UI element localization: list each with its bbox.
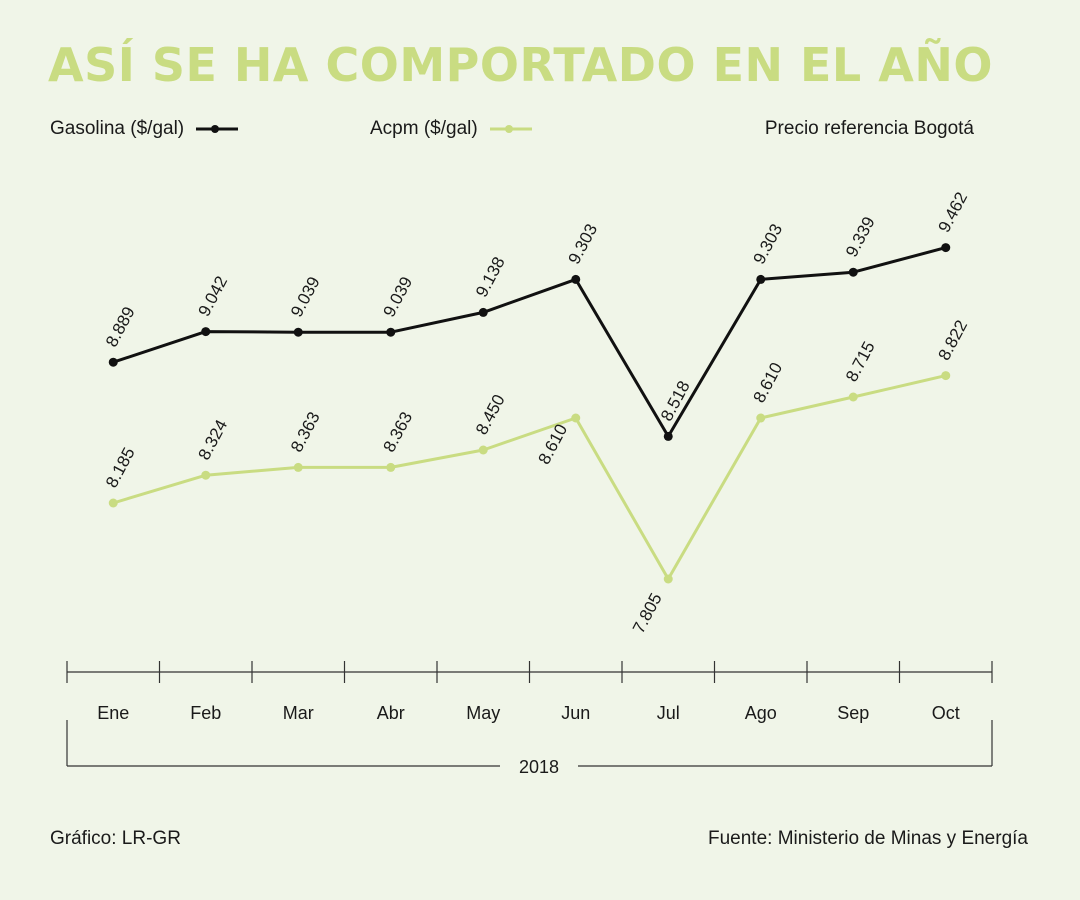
data-label: 9.039: [380, 274, 417, 320]
legend-acpm-label: Acpm ($/gal): [370, 118, 478, 139]
chart-source: Fuente: Ministerio de Minas y Energía: [708, 828, 1028, 849]
data-label: 8.889: [102, 304, 139, 350]
data-point: [941, 371, 951, 381]
data-label: 9.339: [842, 214, 879, 260]
x-tick-label: Jun: [561, 703, 590, 723]
data-label: 9.462: [935, 189, 972, 235]
x-tick-label: Abr: [377, 703, 405, 723]
data-label: 8.610: [535, 421, 572, 467]
data-label: 8.822: [935, 317, 972, 363]
x-tick-label: Oct: [932, 703, 960, 723]
data-point: [756, 413, 766, 423]
data-point: [293, 327, 303, 337]
data-label: 9.138: [472, 254, 509, 300]
data-label: 8.610: [750, 359, 787, 405]
year-label: 2018: [519, 757, 559, 777]
data-point: [108, 498, 118, 508]
data-point: [571, 413, 581, 423]
series-line-gasolina: [112, 246, 947, 438]
chart-title: ASÍ SE HA COMPORTADO EN EL AÑO: [48, 38, 993, 92]
data-point: [756, 274, 766, 284]
data-point: [108, 357, 118, 367]
x-tick-label: May: [466, 703, 500, 723]
data-point: [663, 574, 673, 584]
data-label: 7.805: [629, 590, 666, 636]
data-label: 8.185: [102, 444, 139, 490]
data-label: 9.303: [565, 221, 602, 267]
x-tick-label: Feb: [190, 703, 221, 723]
data-point: [848, 392, 858, 402]
data-point: [848, 267, 858, 277]
legend-gasolina: Gasolina ($/gal): [50, 118, 240, 140]
data-label: 8.363: [287, 409, 324, 455]
data-label: 8.715: [842, 338, 879, 384]
data-point: [386, 462, 396, 472]
data-point: [941, 243, 951, 253]
data-label: 9.303: [750, 221, 787, 267]
legend-acpm: Acpm ($/gal): [370, 118, 534, 140]
data-point: [201, 327, 211, 337]
data-point: [293, 462, 303, 472]
legend-gasolina-label: Gasolina ($/gal): [50, 118, 185, 139]
x-tick-label: Jul: [657, 703, 680, 723]
data-point: [201, 470, 211, 480]
legend-gasolina-swatch: [196, 125, 239, 133]
data-point: [663, 431, 673, 441]
data-label: 8.324: [195, 417, 232, 463]
data-point: [478, 307, 488, 317]
x-tick-label: Sep: [837, 703, 869, 723]
data-label: 8.363: [380, 409, 417, 455]
data-point: [571, 274, 581, 284]
price-reference-note: Precio referencia Bogotá: [764, 118, 974, 139]
series-line-acpm: [112, 374, 947, 581]
data-label: 8.450: [472, 391, 509, 437]
data-point: [386, 327, 396, 337]
data-label: 9.039: [287, 274, 324, 320]
data-label: 9.042: [195, 273, 232, 319]
x-tick-label: Mar: [283, 703, 314, 723]
data-point: [478, 445, 488, 455]
x-tick-label: Ago: [745, 703, 777, 723]
x-tick-label: Ene: [97, 703, 129, 723]
chart-credit: Gráfico: LR-GR: [50, 828, 181, 849]
legend-acpm-swatch: [489, 125, 532, 133]
